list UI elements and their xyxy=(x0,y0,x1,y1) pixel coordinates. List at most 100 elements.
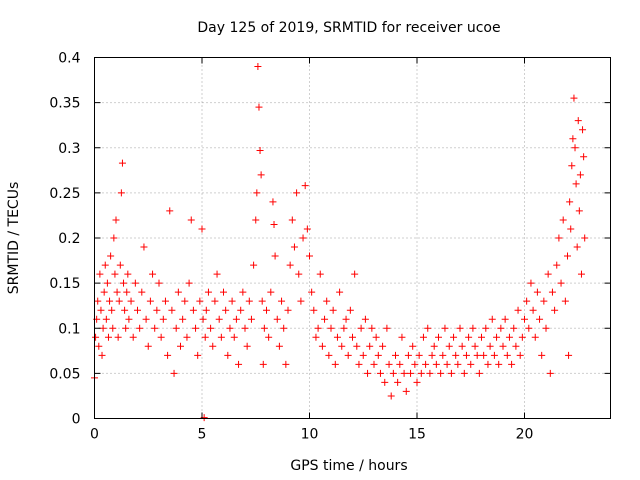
data-point xyxy=(518,333,526,341)
data-point xyxy=(189,306,197,314)
data-point xyxy=(112,216,120,224)
data-point xyxy=(424,324,432,332)
data-point xyxy=(243,342,251,350)
data-point xyxy=(127,297,135,305)
data-point xyxy=(170,369,178,377)
data-point xyxy=(570,94,578,102)
data-point xyxy=(387,392,395,400)
data-point xyxy=(349,333,356,341)
x-tick-label: 20 xyxy=(516,427,534,443)
data-point xyxy=(109,324,117,332)
data-point xyxy=(396,360,404,368)
data-point xyxy=(265,333,273,341)
data-point xyxy=(336,288,344,296)
data-point xyxy=(250,261,258,269)
data-point xyxy=(540,297,548,305)
data-point xyxy=(508,360,516,368)
data-point xyxy=(490,351,498,359)
x-axis-label: GPS time / hours xyxy=(290,458,407,474)
data-point xyxy=(488,315,496,323)
data-point xyxy=(531,333,539,341)
y-axis-label: SRMTID / TECUs xyxy=(6,182,22,295)
data-point xyxy=(134,306,141,314)
data-point xyxy=(573,243,581,251)
data-point xyxy=(224,351,232,359)
data-point xyxy=(374,351,382,359)
data-point xyxy=(437,369,445,377)
y-tick-label: 0.3 xyxy=(58,141,80,157)
data-point xyxy=(426,369,434,377)
data-point xyxy=(473,351,481,359)
data-point xyxy=(117,189,125,197)
data-point xyxy=(125,315,133,323)
data-point xyxy=(267,288,275,296)
data-point xyxy=(111,270,119,278)
data-point xyxy=(196,297,204,305)
data-point xyxy=(110,234,118,242)
data-point xyxy=(201,333,209,341)
data-point xyxy=(536,315,544,323)
data-point xyxy=(495,360,503,368)
data-point xyxy=(417,369,425,377)
data-point xyxy=(478,333,485,341)
data-point xyxy=(114,333,122,341)
data-point xyxy=(235,360,243,368)
data-point xyxy=(239,288,247,296)
data-point xyxy=(142,315,150,323)
data-point xyxy=(486,342,494,350)
data-point xyxy=(465,333,473,341)
data-point xyxy=(297,297,305,305)
data-point xyxy=(259,360,267,368)
data-point xyxy=(379,342,387,350)
data-point xyxy=(185,279,193,287)
data-point xyxy=(301,182,309,190)
data-point xyxy=(140,243,148,251)
data-point xyxy=(404,351,412,359)
data-point xyxy=(263,306,270,314)
data-point xyxy=(271,252,279,260)
data-point xyxy=(217,333,225,341)
data-point xyxy=(370,360,378,368)
data-point xyxy=(503,351,511,359)
data-point xyxy=(103,279,111,287)
data-point xyxy=(327,324,335,332)
data-point xyxy=(282,360,290,368)
data-point xyxy=(257,171,265,179)
data-point xyxy=(104,333,112,341)
data-point xyxy=(198,225,206,233)
data-point xyxy=(385,360,393,368)
data-point xyxy=(199,315,207,323)
data-point xyxy=(467,360,475,368)
data-point xyxy=(346,306,354,314)
data-point xyxy=(527,279,535,287)
data-point xyxy=(129,333,137,341)
x-tick-label: 0 xyxy=(90,427,99,443)
data-point xyxy=(342,315,350,323)
data-point xyxy=(553,261,561,269)
data-point xyxy=(107,252,115,260)
data-point xyxy=(269,198,277,206)
data-point xyxy=(366,342,374,350)
data-point xyxy=(181,297,189,305)
data-point xyxy=(255,103,263,111)
data-point xyxy=(95,342,103,350)
data-point xyxy=(98,351,106,359)
data-point xyxy=(192,324,200,332)
data-point xyxy=(123,288,131,296)
data-point xyxy=(278,297,286,305)
data-point xyxy=(577,270,585,278)
data-point xyxy=(215,315,223,323)
data-point xyxy=(284,306,292,314)
data-point xyxy=(447,369,455,377)
data-point xyxy=(521,315,528,323)
data-point xyxy=(579,126,587,134)
data-point xyxy=(516,351,524,359)
data-point xyxy=(253,189,261,197)
data-point xyxy=(340,324,348,332)
data-point xyxy=(97,306,105,314)
data-point xyxy=(575,207,583,215)
data-point xyxy=(567,225,575,233)
data-point xyxy=(359,351,367,359)
y-tick-label: 0.15 xyxy=(49,276,80,292)
